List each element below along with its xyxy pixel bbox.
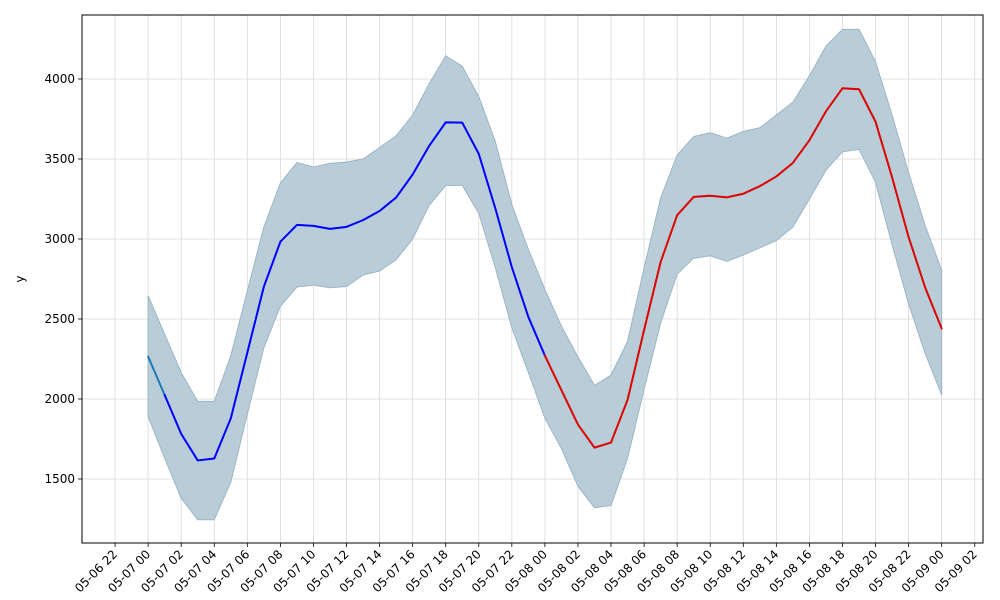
y-tick-label: 3500: [44, 152, 75, 166]
plot-frame: [81, 14, 984, 544]
history-line: [147, 355, 166, 396]
y-axis-label: y: [13, 275, 27, 282]
series-lines: [147, 87, 943, 462]
y-tick-label: 2000: [44, 392, 75, 406]
y-axis-ticks: 1500 2000 2500 3000 3500 4000: [44, 72, 82, 486]
grid: [82, 15, 983, 543]
y-tick-label: 3000: [44, 232, 75, 246]
forecast-line: [543, 87, 943, 449]
y-tick-label: 1500: [44, 472, 75, 486]
confidence-band-area: [147, 28, 943, 521]
y-tick-label: 4000: [44, 72, 75, 86]
fit-line: [163, 121, 546, 462]
axes: [81, 14, 984, 544]
confidence-band: [147, 28, 943, 521]
y-tick-label: 2500: [44, 312, 75, 326]
